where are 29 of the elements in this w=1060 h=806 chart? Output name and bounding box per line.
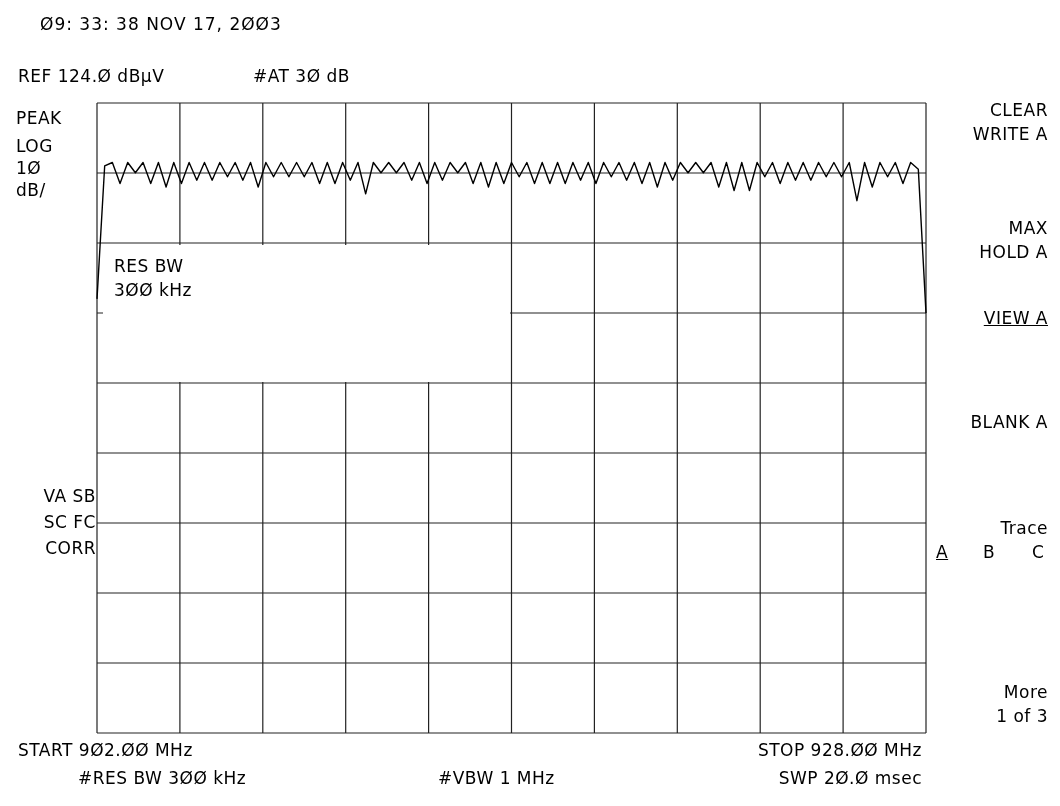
text: WRITE A: [972, 124, 1048, 144]
text: VIEW A: [983, 308, 1048, 328]
text: START 9Ø2.ØØ MHz: [18, 740, 193, 760]
annotation: RES BW: [114, 256, 184, 276]
chart-title: Ø9: 33: 38 NOV 17, 2ØØ3: [40, 14, 282, 34]
text: #RES BW 3ØØ kHz: [78, 768, 247, 788]
text: CLEAR: [989, 100, 1048, 120]
text: SC FC: [43, 512, 96, 532]
annotation: 3ØØ kHz: [114, 280, 193, 300]
text: MAX: [1008, 218, 1048, 238]
text: CORR: [45, 538, 96, 558]
text: Trace: [1000, 518, 1048, 538]
text: C: [1032, 542, 1045, 562]
text: SWP 2Ø.Ø msec: [778, 768, 922, 788]
text: BLANK A: [970, 412, 1048, 432]
text: STOP 928.ØØ MHz: [757, 740, 922, 760]
text: dB/: [16, 180, 46, 200]
text: PEAK: [16, 108, 62, 128]
text: 1 of 3: [996, 706, 1048, 726]
text: REF 124.Ø dBµV: [18, 66, 165, 86]
text: #VBW 1 MHz: [438, 768, 555, 788]
text: A: [936, 542, 949, 562]
text: HOLD A: [979, 242, 1048, 262]
text: LOG: [16, 136, 53, 156]
text: 1Ø: [16, 158, 42, 178]
text: More: [1003, 682, 1048, 702]
text: #AT 3Ø dB: [253, 66, 350, 86]
text: B: [983, 542, 996, 562]
text: VA SB: [43, 486, 96, 506]
